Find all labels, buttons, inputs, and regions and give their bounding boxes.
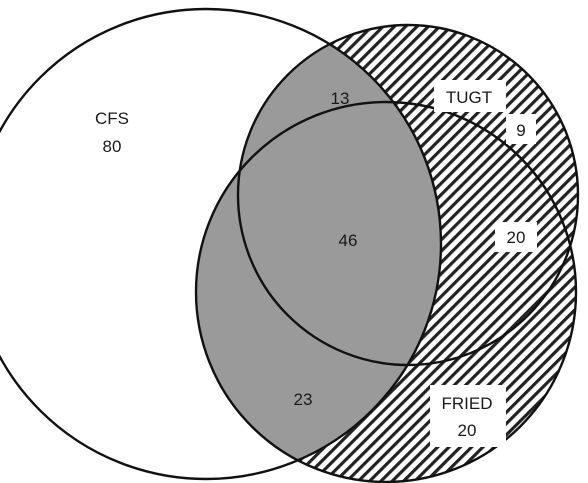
fried-label: FRIED [442, 394, 493, 413]
cfs-tugt-count: 13 [331, 89, 350, 108]
cfs-overlap-region [196, 25, 441, 479]
tugt-circle [236, 23, 580, 367]
tugt-only-count-box [506, 114, 536, 144]
center-count: 46 [339, 231, 358, 250]
tugt-fried-count: 20 [507, 228, 526, 247]
tugt-only-count: 9 [516, 121, 525, 140]
cfs-only-count: 80 [103, 137, 122, 156]
fried-only-count: 20 [458, 421, 477, 440]
cfs-circle [0, 7, 443, 481]
fried-label-box [430, 385, 506, 447]
tugt-fried-count-box [495, 222, 537, 252]
cfs-label: CFS [95, 109, 129, 128]
tugt-label: TUGT [446, 88, 492, 107]
tugt-label-box [434, 80, 506, 112]
cfs-fried-count: 23 [294, 390, 313, 409]
fried-circle [194, 100, 578, 483]
